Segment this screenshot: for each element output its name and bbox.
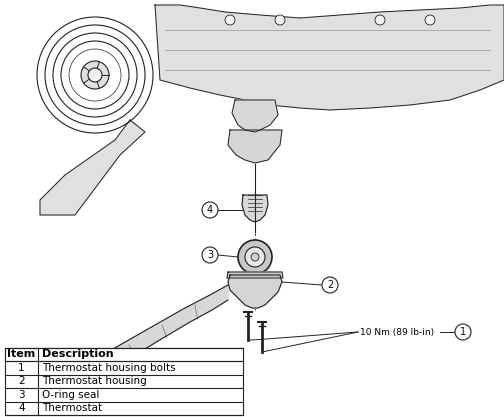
Polygon shape — [228, 130, 282, 163]
Text: 1: 1 — [460, 327, 466, 337]
Text: Thermostat: Thermostat — [42, 403, 102, 413]
Circle shape — [245, 247, 265, 267]
Text: Item: Item — [8, 349, 36, 359]
Text: 10 Nm (89 lb-in): 10 Nm (89 lb-in) — [360, 327, 434, 337]
FancyBboxPatch shape — [5, 347, 243, 415]
Text: 1: 1 — [18, 363, 25, 373]
Circle shape — [251, 253, 259, 261]
Text: 4: 4 — [18, 403, 25, 413]
Text: 4: 4 — [207, 205, 213, 215]
Polygon shape — [242, 195, 268, 222]
Text: 2: 2 — [18, 376, 25, 386]
Circle shape — [375, 15, 385, 25]
Polygon shape — [228, 275, 282, 308]
Polygon shape — [40, 120, 145, 215]
Text: 3: 3 — [18, 390, 25, 400]
FancyBboxPatch shape — [5, 347, 243, 361]
Circle shape — [202, 247, 218, 263]
Text: 2: 2 — [327, 280, 333, 290]
Text: Thermostat housing: Thermostat housing — [42, 376, 147, 386]
Polygon shape — [30, 285, 228, 415]
Circle shape — [202, 202, 218, 218]
Circle shape — [455, 324, 471, 340]
Polygon shape — [155, 5, 504, 110]
Polygon shape — [232, 100, 278, 132]
Text: Description: Description — [42, 349, 113, 359]
Text: 3: 3 — [207, 250, 213, 260]
Polygon shape — [227, 272, 283, 278]
Text: O-ring seal: O-ring seal — [42, 390, 99, 400]
Circle shape — [425, 15, 435, 25]
Circle shape — [81, 61, 109, 89]
Circle shape — [88, 68, 102, 82]
Circle shape — [275, 15, 285, 25]
Text: A0071254: A0071254 — [8, 376, 54, 385]
Circle shape — [225, 15, 235, 25]
Circle shape — [322, 277, 338, 293]
Text: Thermostat housing bolts: Thermostat housing bolts — [42, 363, 175, 373]
Circle shape — [238, 240, 272, 274]
